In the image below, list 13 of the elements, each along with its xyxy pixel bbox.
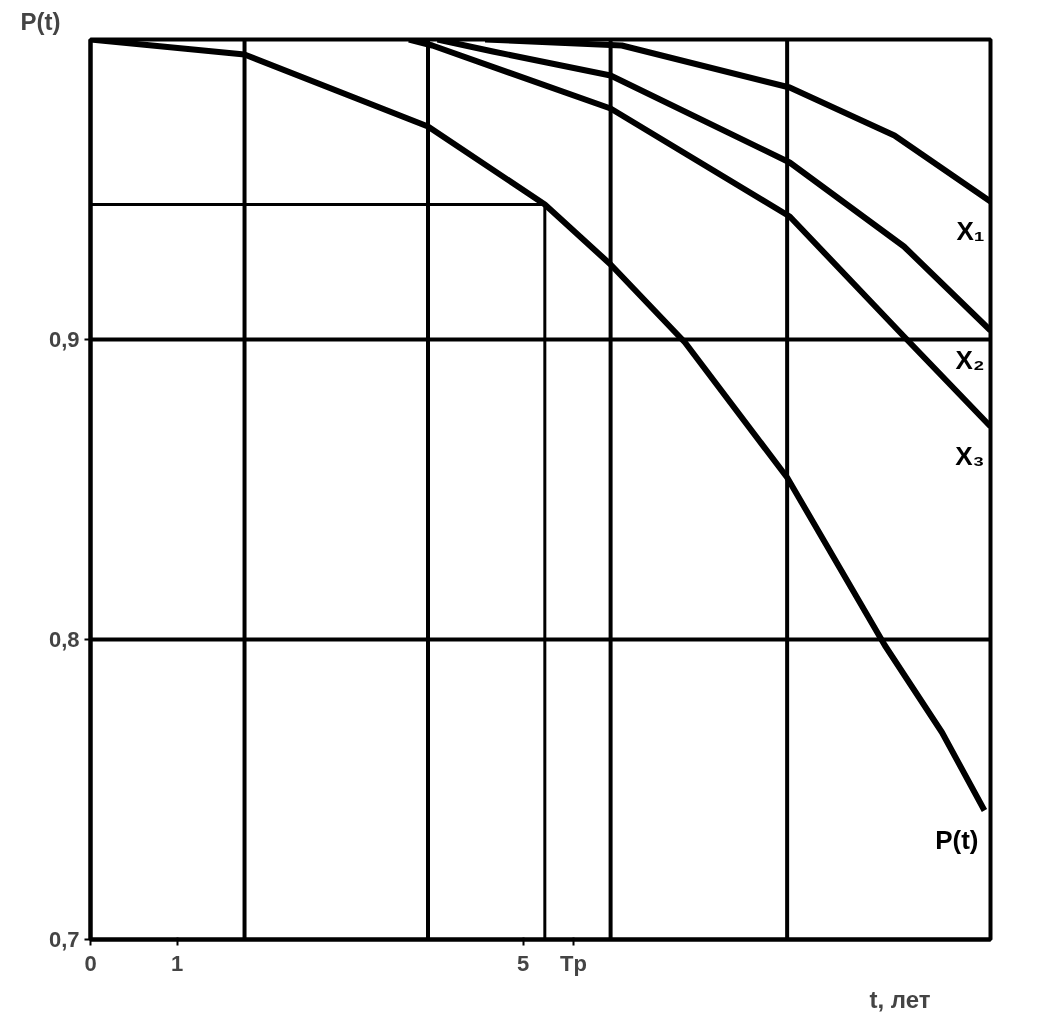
series-label: X₃ bbox=[955, 440, 985, 471]
y-tick-label: 0,8 bbox=[48, 627, 80, 652]
y-tick-label: 0,9 bbox=[48, 327, 80, 352]
x-tick-label: 0 bbox=[84, 950, 97, 976]
series-label: X₁ bbox=[956, 215, 985, 246]
x-tick-label: 1 bbox=[170, 950, 184, 976]
x-tick-label: Tp bbox=[559, 950, 587, 976]
y-tick-label: 0,7 bbox=[48, 927, 80, 952]
x-tick-label: 5 bbox=[517, 950, 530, 976]
series-label: P(t) bbox=[935, 824, 979, 855]
y-axis-title: P(t) bbox=[20, 7, 61, 35]
x-axis-title: t, лет bbox=[869, 985, 931, 1013]
series-label: X₂ bbox=[955, 344, 985, 375]
